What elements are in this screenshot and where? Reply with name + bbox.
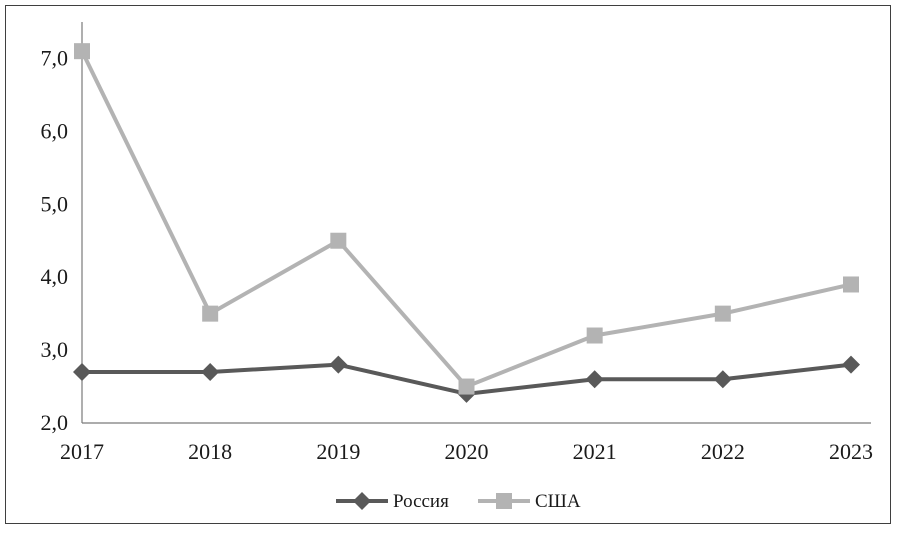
x-tick-label: 2020 — [445, 439, 489, 464]
axes — [81, 22, 871, 424]
y-tick-label: 6,0 — [41, 118, 69, 143]
x-tick-label: 2019 — [316, 439, 360, 464]
data-point — [73, 362, 91, 381]
x-tick-label: 2021 — [573, 439, 617, 464]
tick-labels: 2,0 3,0 4,0 5,0 6,0 7,0 2017 2018 2019 2020 2021 20… — [41, 45, 874, 464]
data-point — [843, 276, 859, 293]
series-usa — [74, 43, 859, 395]
data-point — [586, 327, 603, 344]
legend-marker — [353, 492, 371, 510]
y-tick-label: 7,0 — [41, 45, 69, 70]
data-point — [714, 305, 731, 322]
y-tick-label: 3,0 — [41, 337, 69, 362]
x-tick-label: 2023 — [829, 439, 873, 464]
chart-frame — [5, 5, 891, 524]
data-point — [74, 43, 90, 60]
series-layer — [73, 43, 860, 403]
data-point — [713, 370, 732, 389]
legend-label: США — [535, 491, 581, 512]
y-tick-label: 4,0 — [41, 264, 69, 289]
legend: Россия США — [336, 491, 581, 512]
data-point — [842, 355, 860, 374]
legend-marker — [496, 493, 512, 509]
legend-item: Россия — [336, 491, 449, 512]
x-tick-label: 2017 — [60, 439, 104, 464]
y-tick-label: 5,0 — [41, 191, 69, 216]
data-point — [458, 378, 475, 395]
x-tick-label: 2018 — [188, 439, 232, 464]
data-point — [329, 355, 348, 374]
data-point — [330, 232, 347, 249]
data-point — [202, 305, 219, 322]
data-point — [201, 362, 220, 381]
data-point — [585, 370, 604, 389]
legend-label: Россия — [393, 491, 449, 512]
y-tick-label: 2,0 — [41, 410, 69, 435]
series-line — [80, 50, 852, 389]
legend-item: США — [478, 491, 581, 512]
x-tick-label: 2022 — [701, 439, 745, 464]
